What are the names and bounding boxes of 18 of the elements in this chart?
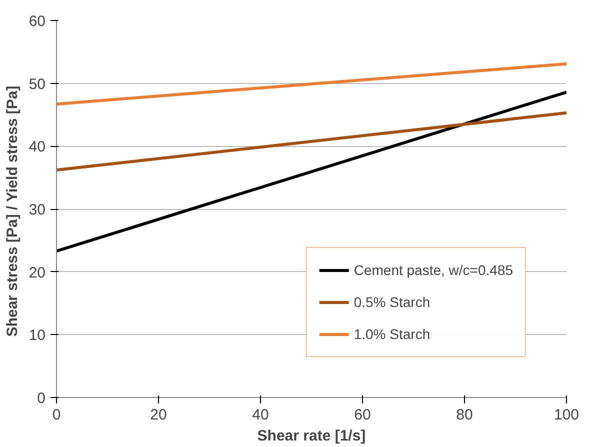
x-tick-label: 80 [456,406,473,424]
y-axis-title: Shear stress [Pa] / Yield stress [Pa] [4,86,21,337]
x-tick-label: 100 [554,406,580,424]
x-tick-label: 60 [354,406,371,424]
y-tick-label: 60 [28,13,46,30]
y-tick-label: 10 [28,327,46,344]
x-axis-title: Shear rate [1/s] [257,428,366,444]
legend-label: 0.5% Starch [354,294,430,310]
x-tick-label: 0 [52,406,61,424]
y-tick-label: 50 [28,76,46,93]
x-tick-label: 40 [252,406,269,424]
y-tick-label: 0 [37,390,46,407]
x-tick-label: 20 [150,406,167,424]
legend-label: 1.0% Starch [354,326,430,342]
y-tick-label: 20 [28,264,46,282]
legend-label: Cement paste, w/c=0.485 [354,262,513,278]
y-tick-label: 40 [28,138,46,156]
y-tick-label: 30 [28,202,46,218]
